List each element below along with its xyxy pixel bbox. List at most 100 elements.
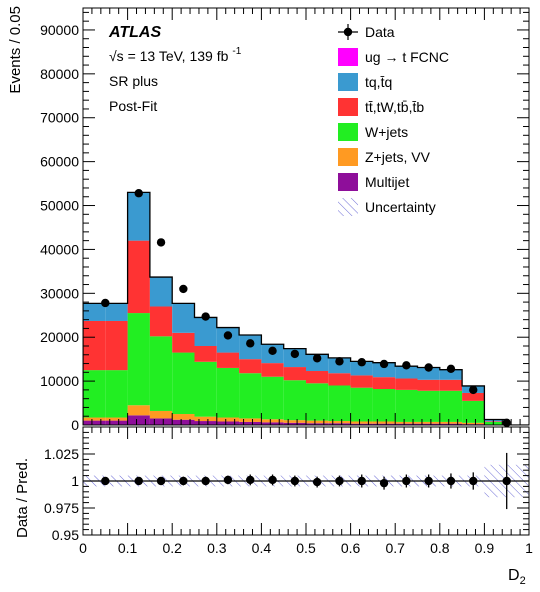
bar-zjets-12: [350, 421, 373, 424]
bar-wjets-2: [127, 313, 150, 406]
bar-tq-18: [484, 419, 507, 422]
ratio-y-axis-ticks: 0.95 0.975 1 1.025: [44, 426, 529, 543]
bar-tq-0: [83, 303, 106, 321]
main-y-axis-ticks: 0 10000 20000 30000 40000 50000 60000 70000 8000…: [40, 11, 529, 433]
legend-label: tq,t̄q: [365, 74, 392, 90]
bar-tq-10: [306, 354, 329, 372]
bar-ttbar-11: [328, 373, 351, 386]
data-point-17: [502, 418, 511, 428]
energy-lumi-label: √s = 13 TeV, 139 fb -1: [109, 46, 242, 64]
bar-wjets-3: [149, 336, 173, 411]
data-point-13: [402, 361, 411, 370]
atlas-label: ATLAS: [108, 24, 161, 41]
ratio-y-tick-label: 1: [71, 473, 79, 489]
bar-multijet-9: [283, 422, 306, 425]
bar-ttbar-3: [149, 306, 173, 337]
bar-tq-16: [439, 369, 463, 380]
bar-multijet-5: [194, 421, 217, 425]
bar-tq-14: [395, 366, 418, 379]
bar-zjets-13: [372, 421, 396, 424]
bar-multijet-12: [350, 423, 373, 425]
bar-ttbar-17: [462, 392, 485, 401]
bar-wjets-9: [283, 380, 306, 421]
ratio-point-7: [268, 475, 277, 485]
bar-multijet-16: [439, 423, 463, 425]
bar-multijet-14: [395, 423, 418, 425]
legend-swatch: [338, 73, 358, 91]
bar-tq-15: [417, 367, 440, 380]
x-tick-label: 0.4: [252, 540, 272, 556]
data-point-7: [268, 346, 277, 356]
legend-label: W+jets: [365, 124, 408, 140]
bar-ttbar-14: [395, 378, 418, 390]
data-points: [101, 189, 511, 428]
bar-zjets-5: [194, 416, 217, 422]
data-point-12: [379, 359, 389, 369]
fit-label: Post-Fit: [109, 98, 157, 114]
bar-ttbar-2: [127, 240, 150, 314]
bar-wjets-0: [83, 370, 106, 418]
x-tick-label: 0.3: [207, 540, 227, 556]
bar-zjets-0: [83, 417, 106, 421]
bar-wjets-11: [328, 385, 351, 422]
bar-wjets-16: [439, 390, 463, 422]
bar-zjets-2: [127, 405, 150, 416]
bar-ttbar-4: [172, 332, 195, 353]
legend-swatch: [338, 173, 358, 191]
x-tick-label: 0.9: [475, 540, 495, 556]
legend-swatch: [338, 48, 358, 66]
bar-zjets-4: [172, 414, 195, 420]
bar-wjets-5: [194, 361, 217, 417]
ratio-point-6: [246, 475, 255, 485]
ratio-point-0: [101, 476, 110, 486]
bar-tq-12: [350, 361, 373, 376]
ratio-point-14: [424, 476, 433, 486]
ratio-points: [101, 452, 511, 510]
main-y-tick-label: 30000: [40, 285, 79, 301]
x-tick-label: 0.6: [341, 540, 361, 556]
region-label: SR plus: [109, 73, 158, 89]
bar-ttbar-18: [484, 421, 507, 422]
bar-wjets-17: [462, 400, 485, 423]
bar-multijet-3: [149, 418, 173, 425]
x-tick-label: 0.7: [385, 540, 405, 556]
bar-wjets-14: [395, 389, 418, 422]
annotations: ATLAS √s = 13 TeV, 139 fb -1 SR plus Post…: [108, 24, 242, 114]
bar-tq-1: [105, 303, 128, 321]
ratio-point-9: [312, 477, 322, 487]
x-tick-label: 0: [79, 540, 87, 556]
bar-ttbar-12: [350, 375, 373, 388]
bar-tq-4: [172, 303, 195, 333]
bar-ttbar-15: [417, 379, 440, 391]
bar-ttbar-8: [261, 363, 284, 377]
data-point-16: [469, 385, 478, 395]
x-tick-label: 0.1: [118, 540, 138, 556]
bar-tq-5: [194, 317, 217, 346]
bar-multijet-15: [417, 423, 440, 425]
legend-label: Uncertainty: [365, 199, 436, 215]
legend-label: Z+jets, VV: [365, 149, 431, 165]
legend-label: Multijet: [365, 174, 409, 190]
bar-ttbar-5: [194, 345, 217, 362]
data-point-3: [179, 284, 188, 294]
bar-wjets-1: [105, 370, 128, 418]
bar-zjets-1: [105, 417, 128, 421]
legend-data-marker: [343, 27, 353, 37]
main-y-tick-label: 60000: [40, 154, 79, 170]
ratio-point-8: [290, 476, 300, 486]
bar-wjets-13: [372, 389, 396, 422]
bar-ttbar-16: [439, 379, 463, 391]
stacked-bars: [83, 191, 529, 425]
bar-ttbar-1: [105, 320, 128, 371]
bar-ttbar-0: [83, 320, 106, 371]
bar-wjets-10: [306, 383, 329, 421]
bar-multijet-2: [127, 415, 150, 425]
bar-wjets-12: [350, 387, 373, 422]
ratio-content: [83, 464, 529, 498]
bar-zjets-15: [417, 421, 440, 424]
x-tick-label: 0.8: [430, 540, 450, 556]
ratio-point-17: [502, 476, 511, 486]
data-point-11: [357, 358, 366, 367]
data-point-0: [101, 298, 110, 308]
